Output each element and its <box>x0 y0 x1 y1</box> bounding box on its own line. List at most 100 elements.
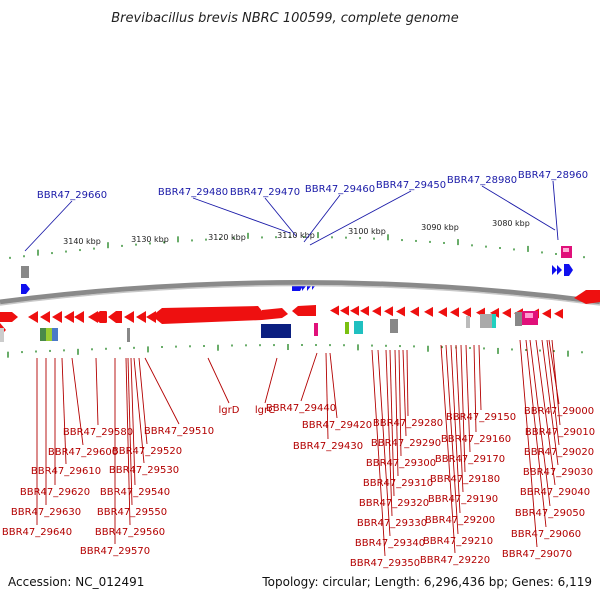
reverse-gene-arrow <box>360 305 369 316</box>
label-leader <box>473 344 477 433</box>
label-leader <box>445 344 459 535</box>
gene-label: BBR47_29580 <box>63 427 133 438</box>
reverse-gene-arrow <box>554 308 563 319</box>
gene-label: BBR47_29550 <box>97 507 167 518</box>
gene-label: BBR47_29340 <box>355 538 425 549</box>
gene-label: BBR47_29070 <box>502 549 572 560</box>
reverse-gene-arrow <box>52 311 62 323</box>
label-leader <box>546 339 560 446</box>
forward-gene-arrow <box>564 264 573 276</box>
gene-label: BBR47_29420 <box>302 420 372 431</box>
label-leader <box>325 352 329 440</box>
gene-box <box>515 312 522 326</box>
kbp-scale-labels: 3140 kbp 3130 kbp 3120 kbp 3110 kbp 3100 kbp… <box>63 219 530 246</box>
label-leader <box>455 344 464 493</box>
forward-strand-genes <box>21 246 573 294</box>
gene-label: BBR47_29020 <box>524 447 594 458</box>
bottom-gene-labels: BBR47_29580 BBR47_29600 BBR47_29610 BBR47_2… <box>2 403 595 569</box>
forward-gene-arrow <box>21 284 30 294</box>
reverse-gene-arrow <box>542 308 551 319</box>
gene-label: lgrC <box>255 405 275 416</box>
label-leader <box>398 349 402 457</box>
reverse-gene-arrow <box>40 311 50 323</box>
label-leader <box>264 197 297 237</box>
gene-label: BBR47_29210 <box>423 536 493 547</box>
label-leader <box>519 339 538 548</box>
gene-label: BBR47_29350 <box>350 558 420 569</box>
label-leader <box>130 357 136 486</box>
label-leader <box>303 194 341 243</box>
gene-label: BBR47_29510 <box>144 426 214 437</box>
gene-label: BBR47_29150 <box>446 412 516 423</box>
label-leader <box>309 190 412 246</box>
forward-gene-arrow <box>552 265 557 275</box>
top-label-leaders <box>24 180 559 252</box>
reverse-gene-arrow <box>0 312 18 322</box>
kbp-label: 3120 kbp <box>208 233 246 242</box>
label-leader <box>264 357 278 404</box>
reverse-gene-arrow <box>424 306 433 317</box>
gene-label: BBR47_29320 <box>359 498 429 509</box>
top-gene-labels: BBR47_29660 BBR47_29480 BBR47_29470 BBR47_2… <box>37 170 588 201</box>
reverse-gene-arrow <box>262 308 288 320</box>
gene-label: BBR47_29640 <box>2 527 72 538</box>
label-leader <box>71 357 84 446</box>
gene-box <box>261 324 291 338</box>
reverse-gene-arrow <box>152 306 262 324</box>
label-leader <box>125 357 131 526</box>
gene-label: BBR47_29280 <box>373 418 443 429</box>
reverse-gene-arrow <box>396 306 405 317</box>
reverse-gene-arrow <box>92 311 106 323</box>
gene-label: BBR47_29330 <box>357 518 427 529</box>
gene-label: BBR47_29200 <box>425 515 495 526</box>
label-leader <box>465 344 471 453</box>
label-leader <box>402 349 407 437</box>
reverse-gene-arrow <box>292 305 316 316</box>
label-leader <box>95 357 99 426</box>
kbp-label: 3080 kbp <box>492 219 530 228</box>
reverse-gene-arrow <box>490 307 499 318</box>
reverse-gene-arrow <box>28 311 38 323</box>
reverse-gene-arrow <box>124 311 134 323</box>
gene-label: BBR47_29630 <box>11 507 81 518</box>
label-leader <box>144 357 180 425</box>
forward-gene-arrow <box>557 265 562 275</box>
reverse-gene-arrow <box>146 311 156 323</box>
kbp-label: 3100 kbp <box>348 227 386 236</box>
label-leader <box>541 339 559 466</box>
label-leader <box>478 344 482 411</box>
reverse-gene-arrow <box>108 311 122 323</box>
gene-box <box>354 321 363 334</box>
reverse-gene-arrow <box>372 306 381 317</box>
gene-box <box>46 328 56 341</box>
gene-label: BBR47_29160 <box>441 434 511 445</box>
gene-label: BBR47_29010 <box>525 427 595 438</box>
label-leader <box>385 349 393 517</box>
reverse-strand-genes <box>0 290 600 342</box>
gene-label: BBR47_29470 <box>230 187 300 198</box>
gene-label: BBR47_29480 <box>158 187 228 198</box>
gene-box <box>480 314 492 328</box>
genome-summary-text: Topology: circular; Length: 6,296,436 bp… <box>261 575 592 589</box>
gene-box <box>466 316 470 328</box>
label-leader <box>138 357 148 445</box>
gene-label: BBR47_29620 <box>20 487 90 498</box>
gene-label: BBR47_29030 <box>523 467 593 478</box>
reverse-gene-arrow <box>350 305 359 316</box>
label-leader <box>535 339 556 486</box>
label-leader <box>481 185 556 231</box>
kbp-label: 3130 kbp <box>131 235 169 244</box>
label-leader <box>551 339 561 426</box>
outer-scale-ticks <box>9 232 585 259</box>
label-leader <box>450 344 461 514</box>
gene-label: BBR47_29560 <box>95 527 165 538</box>
label-leader <box>192 197 291 234</box>
label-leader <box>329 352 338 419</box>
gene-box <box>21 266 29 278</box>
inner-scale-ticks <box>7 344 583 358</box>
label-leader <box>460 344 466 473</box>
reverse-gene-arrow <box>502 308 511 319</box>
label-leader <box>371 349 386 557</box>
gene-label: BBR47_29310 <box>363 478 433 489</box>
gene-box <box>563 248 569 252</box>
